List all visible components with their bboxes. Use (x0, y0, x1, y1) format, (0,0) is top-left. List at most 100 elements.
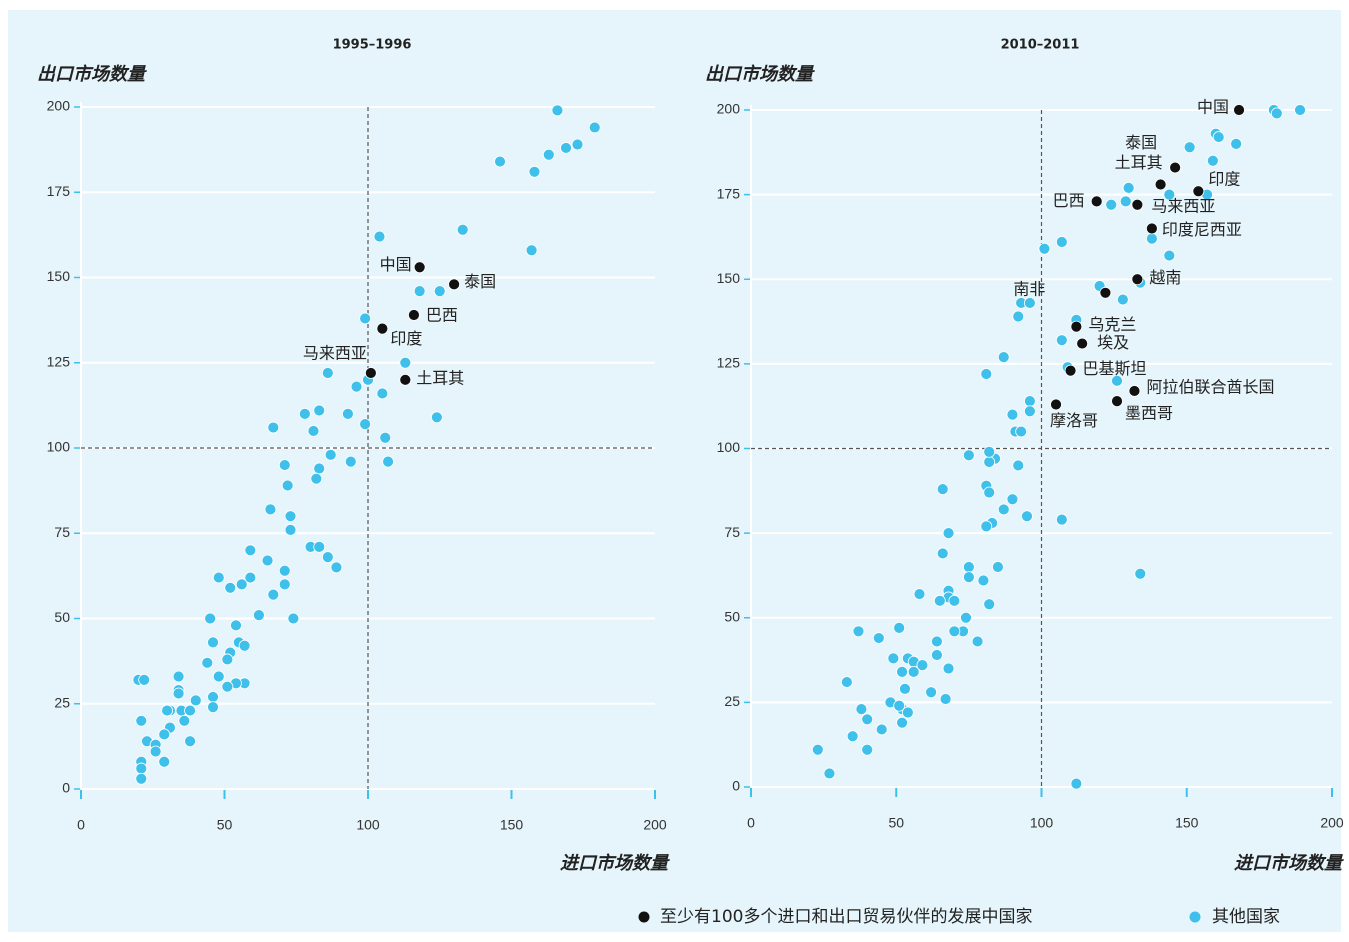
y-tick-label: 0 (732, 778, 740, 794)
data-point (962, 571, 975, 584)
data-point (376, 322, 389, 335)
point-label: 印度尼西亚 (1162, 220, 1242, 239)
data-point (925, 686, 938, 699)
data-point (178, 714, 191, 727)
data-point (313, 540, 326, 553)
y-tick-label: 150 (47, 268, 71, 284)
data-point (1070, 777, 1083, 790)
data-point (212, 571, 225, 584)
y-tick-label: 100 (717, 439, 741, 455)
data-point (310, 472, 323, 485)
data-point (983, 445, 996, 458)
data-point (846, 730, 859, 743)
data-point (1145, 232, 1158, 245)
y-tick-label: 200 (717, 101, 741, 117)
data-point (413, 261, 426, 274)
data-point (997, 503, 1010, 516)
data-point (364, 367, 377, 379)
data-point (221, 653, 234, 666)
data-point (456, 223, 469, 236)
data-point (907, 666, 920, 678)
data-point (224, 581, 237, 594)
data-point (1055, 334, 1068, 347)
point-label: 中国 (1197, 98, 1229, 117)
y-tick-label: 25 (724, 693, 740, 709)
data-point (221, 680, 234, 693)
point-label: 印度 (390, 329, 422, 348)
data-point (264, 503, 277, 516)
data-point (138, 673, 151, 686)
data-point (207, 636, 219, 649)
point-label: 马来西亚 (303, 343, 367, 362)
data-point (278, 578, 291, 591)
data-point (1050, 398, 1062, 411)
data-point (313, 462, 326, 475)
y-tick-label: 100 (47, 439, 71, 455)
data-point (307, 425, 320, 437)
data-point (1015, 425, 1028, 438)
data-point (379, 431, 392, 444)
data-point (913, 588, 926, 600)
data-point (571, 138, 584, 151)
data-point (376, 387, 389, 400)
x-tick-label: 0 (77, 817, 85, 833)
y-tick-label: 200 (47, 98, 71, 114)
data-point (1012, 310, 1025, 323)
legend-marker (638, 911, 650, 923)
y-tick-label: 150 (717, 270, 741, 286)
y-tick-label: 25 (54, 694, 70, 710)
data-point (373, 230, 386, 243)
data-point (823, 767, 836, 780)
data-point (344, 455, 357, 468)
point-label: 乌克兰 (1088, 315, 1136, 334)
data-point (267, 421, 280, 434)
data-point (525, 244, 538, 257)
data-point (1023, 405, 1036, 418)
data-point (207, 701, 219, 714)
data-point (253, 609, 265, 621)
data-point (448, 278, 461, 291)
y-tick-label: 50 (724, 608, 740, 624)
x-tick-label: 150 (1175, 815, 1199, 831)
data-point (1006, 408, 1019, 421)
data-point (321, 551, 334, 564)
data-point (931, 649, 943, 661)
point-label: 印度 (1208, 170, 1240, 189)
point-label: 中国 (380, 255, 412, 274)
data-point (560, 142, 572, 154)
data-point (399, 356, 412, 369)
data-point (980, 368, 993, 380)
data-point (1090, 195, 1103, 208)
data-point (399, 373, 412, 386)
x-tick-label: 0 (747, 815, 755, 831)
data-point (359, 418, 372, 431)
data-point (855, 703, 868, 716)
data-point (1012, 459, 1025, 472)
point-label: 土耳其 (1115, 153, 1163, 172)
data-point (278, 459, 291, 471)
data-point (238, 639, 251, 652)
data-point (1233, 104, 1245, 116)
data-point (321, 367, 334, 379)
data-point (1099, 286, 1112, 299)
point-label: 巴基斯坦 (1083, 359, 1147, 378)
data-point (278, 564, 291, 577)
data-point (1206, 154, 1219, 167)
point-label: 越南 (1149, 268, 1181, 287)
data-point (997, 351, 1010, 364)
background (8, 10, 1341, 932)
data-point (1169, 161, 1182, 174)
data-point (230, 619, 242, 632)
data-point (1055, 513, 1068, 526)
point-label: 泰国 (464, 272, 496, 291)
data-point (284, 510, 297, 523)
data-point (896, 716, 908, 729)
data-point (135, 714, 148, 727)
data-point (235, 578, 248, 591)
data-point (852, 625, 865, 638)
data-point (161, 704, 174, 717)
legend-marker (1189, 911, 1201, 923)
data-point (1105, 198, 1118, 211)
data-point (948, 625, 961, 638)
